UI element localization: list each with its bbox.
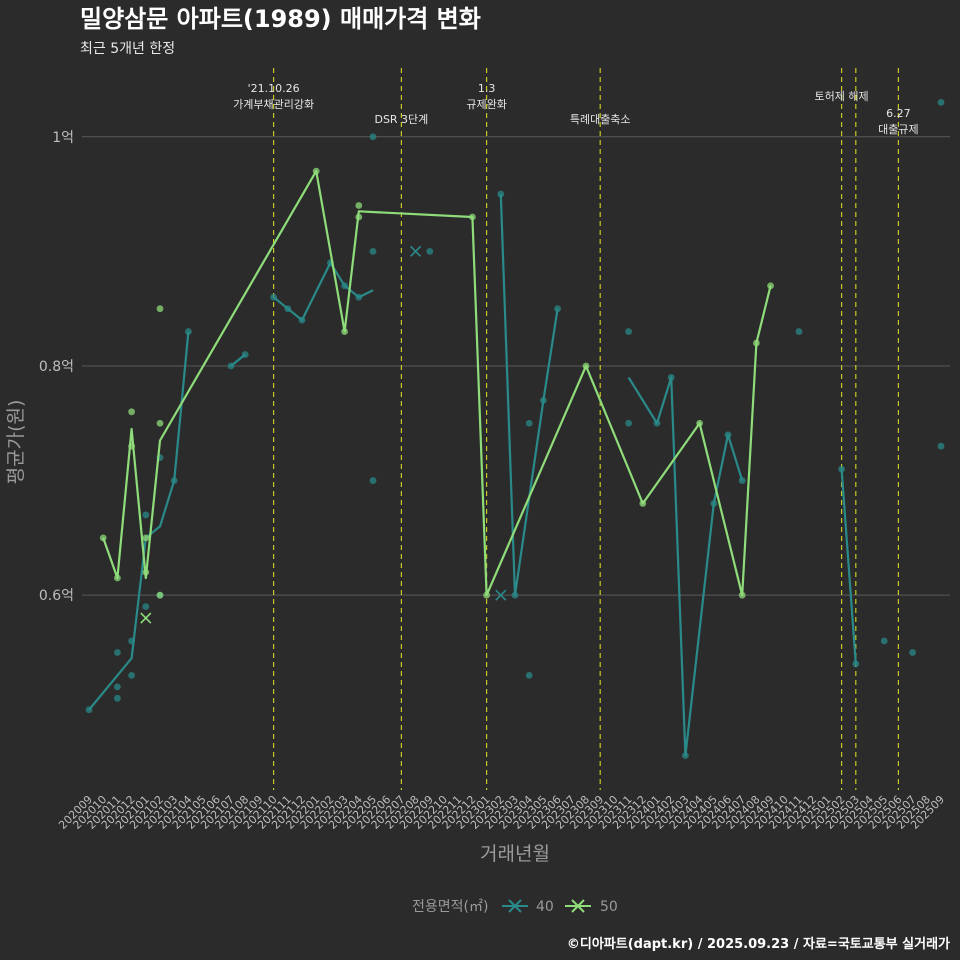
chart-title: 밀양삼문 아파트(1989) 매매가격 변화 <box>80 5 481 33</box>
data-point-50 <box>156 419 164 427</box>
data-point-40 <box>540 396 547 404</box>
data-point-40 <box>114 649 121 656</box>
x-axis: 2020092020102020112020122021012021022021… <box>56 793 947 832</box>
data-point-40 <box>298 316 306 324</box>
series-layer <box>85 98 945 760</box>
data-point-50 <box>355 213 363 221</box>
event-label: DSR 3단계 <box>374 113 428 126</box>
chart-subtitle: 최근 5개년 한정 <box>80 41 175 57</box>
legend-label-50: 50 <box>600 899 618 915</box>
data-point-40 <box>937 442 945 450</box>
legend-key-40-cross <box>508 899 522 913</box>
data-point-40 <box>625 328 632 335</box>
data-point-40 <box>738 477 746 484</box>
data-point-50 <box>355 202 363 209</box>
event-label: 1.3 <box>478 82 496 95</box>
data-point-40 <box>653 419 661 427</box>
data-point-40 <box>355 293 363 301</box>
y-tick-label: 1억 <box>52 130 74 146</box>
data-point-40 <box>128 671 136 679</box>
legend: 전용면적(㎡) 40 50 <box>412 899 618 915</box>
data-point-40 <box>284 305 292 313</box>
legend-key-50-cross <box>571 899 585 913</box>
data-point-40 <box>142 511 150 519</box>
data-point-40 <box>795 328 803 335</box>
chart-caption: ©디아파트(dapt.kr) / 2025.09.23 / 자료=국토교통부 실… <box>567 936 950 952</box>
data-point-40 <box>625 419 632 427</box>
data-point-50 <box>114 574 121 582</box>
data-point-50 <box>99 534 107 542</box>
data-point-40 <box>525 419 533 427</box>
data-point-40 <box>880 637 888 645</box>
data-point-40 <box>682 752 689 760</box>
data-point-40 <box>114 683 121 691</box>
data-point-40 <box>909 649 916 656</box>
event-label: '21.10.26 <box>248 82 300 95</box>
data-point-40 <box>838 465 845 473</box>
data-point-50 <box>469 213 476 221</box>
event-label: 토허제 해제 <box>815 89 869 103</box>
x-axis-label: 거래년월 <box>480 843 550 865</box>
data-point-50 <box>738 591 746 599</box>
event-label: 규제완화 <box>466 98 506 111</box>
data-point-40 <box>128 637 136 645</box>
data-point-40 <box>497 190 505 198</box>
cross-marker-40 <box>495 589 507 601</box>
legend-item-40[interactable]: 40 <box>502 899 554 915</box>
series-line-50 <box>102 170 772 597</box>
data-point-50 <box>767 282 774 290</box>
data-point-40 <box>667 374 675 381</box>
y-axis: 0.6억 0.8억 1억 <box>39 130 74 604</box>
data-point-40 <box>241 351 249 358</box>
data-point-40 <box>554 305 561 313</box>
data-point-40 <box>85 706 93 714</box>
legend-label-40: 40 <box>536 899 554 915</box>
data-point-40 <box>170 477 178 484</box>
legend-item-50[interactable]: 50 <box>565 899 618 915</box>
data-point-50 <box>483 591 490 599</box>
data-point-40 <box>369 133 377 141</box>
event-label: 대출규제 <box>878 123 918 136</box>
data-point-50 <box>156 591 164 599</box>
y-axis-label: 평균가(원) <box>5 400 27 485</box>
data-point-40 <box>511 591 519 599</box>
data-point-50 <box>696 419 703 427</box>
cross-marker-50 <box>140 612 152 624</box>
data-point-50 <box>341 328 348 335</box>
data-point-50 <box>312 167 320 175</box>
data-point-40 <box>341 282 348 290</box>
data-point-40 <box>724 431 732 439</box>
data-point-50 <box>639 500 647 507</box>
data-point-50 <box>156 305 164 313</box>
data-point-40 <box>710 500 718 507</box>
cross-marker-40 <box>410 245 422 257</box>
data-point-40 <box>185 328 192 335</box>
data-point-40 <box>142 603 150 611</box>
data-point-50 <box>142 534 150 542</box>
data-point-50 <box>128 408 136 416</box>
y-tick-label: 0.8억 <box>39 359 74 375</box>
event-label: 특례대출축소 <box>570 113 631 126</box>
event-label: 가계부채관리강화 <box>233 98 314 111</box>
data-point-40 <box>937 98 945 106</box>
data-point-50 <box>753 339 760 347</box>
data-point-40 <box>426 247 434 255</box>
data-point-50 <box>128 442 136 450</box>
data-point-40 <box>369 477 377 484</box>
data-point-40 <box>369 247 377 255</box>
series-line-40 <box>88 194 857 757</box>
data-point-40 <box>227 362 235 370</box>
data-point-40 <box>852 660 860 668</box>
y-tick-label: 0.6억 <box>39 588 74 604</box>
event-label: 6.27 <box>886 107 911 120</box>
data-point-40 <box>270 293 277 301</box>
data-point-40 <box>114 694 121 702</box>
legend-title: 전용면적(㎡) <box>412 899 488 915</box>
data-point-40 <box>525 671 533 679</box>
data-point-50 <box>582 362 590 370</box>
data-point-50 <box>142 568 150 576</box>
